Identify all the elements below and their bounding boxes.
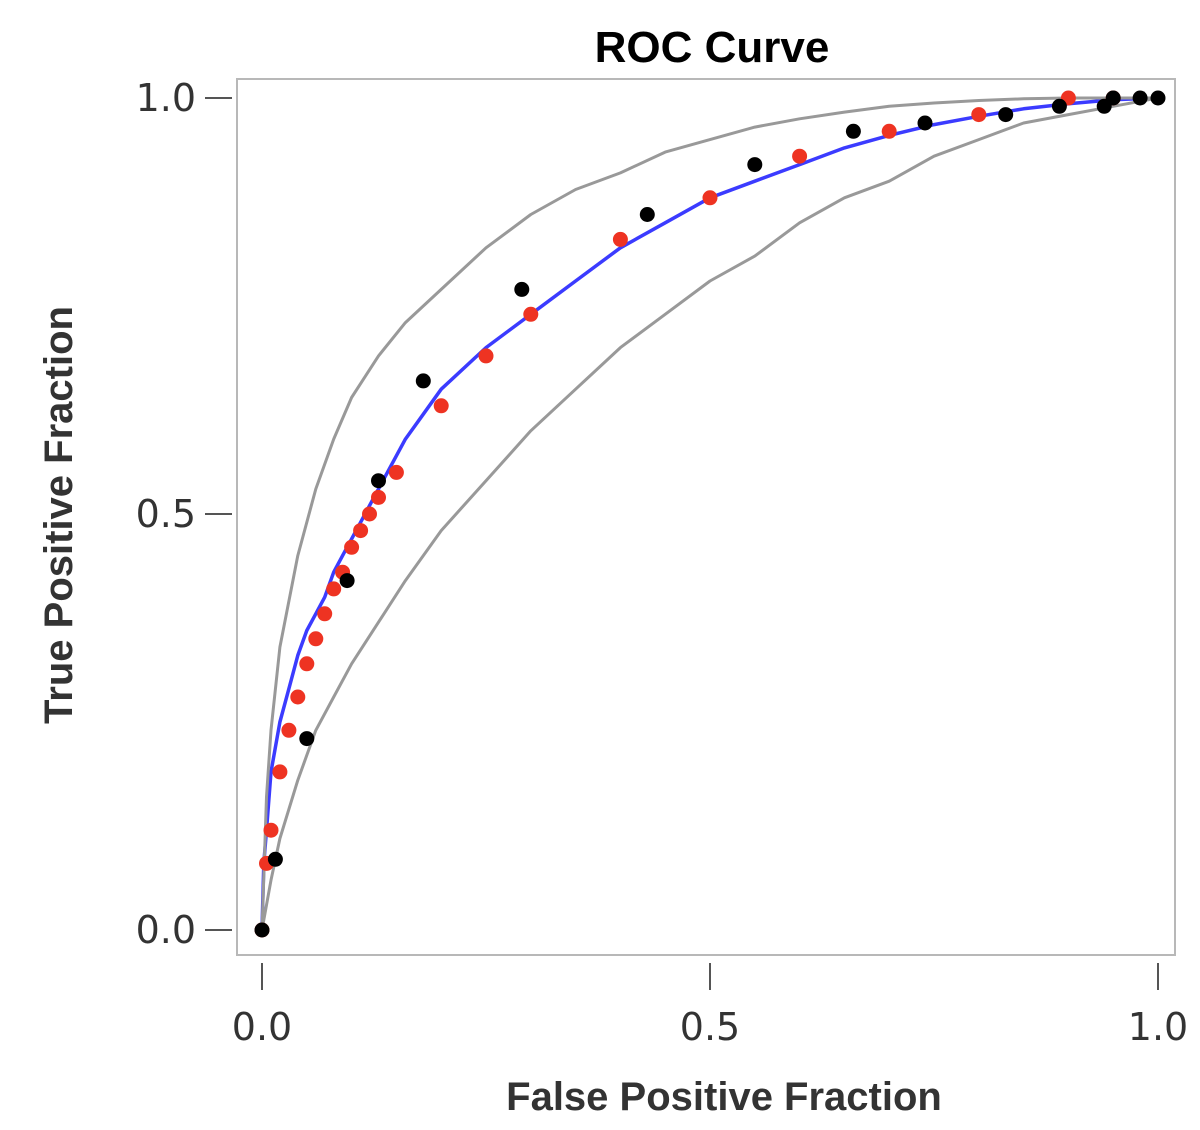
series-line-0 — [260, 96, 1160, 932]
data-point-1-0 — [254, 922, 270, 938]
data-point-1-11 — [998, 107, 1014, 123]
data-point-0-2 — [263, 822, 279, 838]
data-point-1-1 — [267, 851, 283, 867]
data-point-0-13 — [362, 506, 377, 522]
data-point-0-15 — [388, 464, 404, 480]
data-point-1-7 — [639, 207, 655, 222]
data-point-0-12 — [353, 523, 369, 539]
data-point-0-19 — [612, 231, 628, 247]
data-point-0-5 — [290, 689, 306, 705]
data-point-1-12 — [1051, 98, 1067, 114]
data-point-1-6 — [514, 281, 530, 297]
data-point-1-15 — [1132, 90, 1148, 106]
data-point-1-8 — [747, 157, 763, 173]
x-tick-label-1: 0.5 — [680, 1005, 740, 1049]
data-point-1-9 — [845, 123, 861, 139]
data-point-1-3 — [339, 573, 355, 589]
data-point-0-14 — [371, 489, 386, 505]
axes-layer: 0.0 0.5 1.0 0.0 0.5 1.0 — [136, 76, 1189, 1049]
y-axis-label: True Positive Fraction — [37, 306, 81, 724]
data-point-0-22 — [881, 123, 897, 139]
chart-title: ROC Curve — [595, 23, 830, 72]
data-point-0-11 — [344, 539, 360, 555]
data-point-0-23 — [971, 107, 987, 123]
data-point-1-14 — [1105, 90, 1121, 106]
data-point-0-8 — [317, 606, 333, 622]
y-tick-label-1: 0.5 — [136, 492, 196, 536]
data-point-0-9 — [326, 581, 342, 597]
data-point-1-2 — [299, 731, 315, 747]
data-point-1-4 — [371, 473, 386, 489]
data-point-0-20 — [702, 190, 718, 206]
series-line-1 — [260, 96, 1160, 932]
data-point-0-21 — [792, 148, 808, 164]
x-tick-label-0: 0.0 — [232, 1005, 292, 1049]
data-point-0-4 — [281, 722, 297, 738]
y-tick-label-2: 1.0 — [136, 76, 196, 120]
data-point-1-5 — [415, 373, 431, 389]
data-point-0-16 — [433, 398, 449, 414]
data-point-1-16 — [1150, 90, 1166, 106]
data-point-0-3 — [272, 764, 288, 780]
data-point-0-6 — [299, 656, 315, 672]
data-point-0-18 — [523, 306, 539, 322]
y-tick-label-0: 0.0 — [136, 908, 196, 952]
data-point-0-17 — [478, 348, 494, 364]
data-point-1-10 — [917, 115, 933, 131]
data-point-0-7 — [308, 631, 324, 647]
x-axis-label: False Positive Fraction — [506, 1075, 942, 1119]
x-tick-label-2: 1.0 — [1128, 1005, 1188, 1049]
series-layer — [254, 90, 1166, 938]
series-line-2 — [260, 96, 1160, 932]
plot-frame — [236, 78, 1176, 956]
